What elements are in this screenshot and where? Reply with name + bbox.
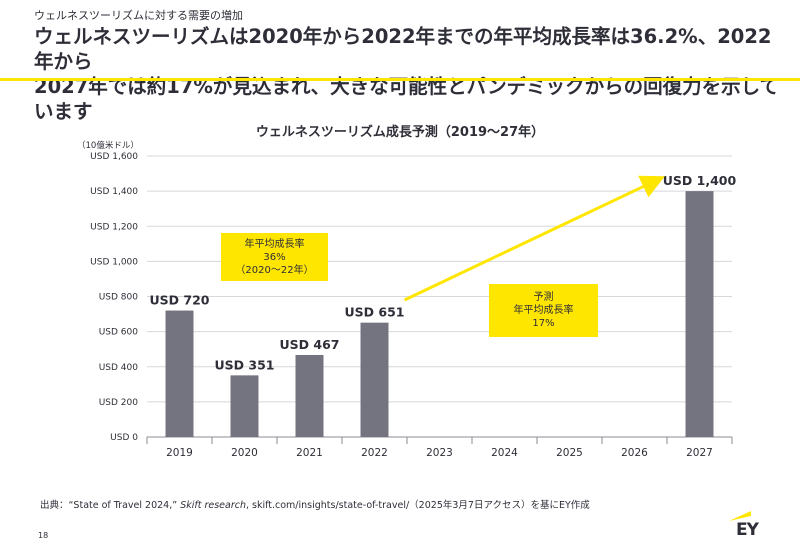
data-label: USD 351: [215, 357, 275, 372]
data-label: USD 651: [345, 305, 405, 320]
bar: [165, 310, 194, 437]
cagr-forecast-line-2: 年平均成長率: [513, 305, 574, 316]
data-label: USD 1,400: [663, 173, 737, 188]
cagr-actual-line-3: （2020～22年）: [235, 264, 314, 276]
cagr-actual-callout: 年平均成長率 36% （2020～22年）: [221, 233, 328, 281]
source-publisher: Skift research: [180, 500, 246, 511]
cagr-actual-line-1: 年平均成長率: [244, 238, 305, 250]
y-tick-label: USD 200: [99, 398, 139, 408]
x-tick-label: 2021: [296, 447, 323, 459]
cagr-forecast-line-1: 予測: [533, 292, 554, 303]
x-tick-label: 2022: [361, 447, 388, 459]
data-label: USD 720: [150, 293, 210, 308]
y-tick-label: USD 800: [99, 293, 139, 303]
x-tick-label: 2024: [491, 447, 518, 459]
cagr-forecast-line-3: 17%: [532, 318, 555, 329]
bar: [360, 322, 389, 437]
cagr-forecast-callout: 予測 年平均成長率 17%: [489, 284, 598, 337]
ey-logo: EY: [736, 520, 759, 540]
chart-title: ウェルネスツーリズム成長予測（2019～27年）: [255, 125, 545, 140]
x-tick-label: 2020: [231, 447, 258, 459]
bar: [685, 191, 714, 437]
x-tick-label: 2023: [426, 447, 453, 459]
y-axis-unit-label: （10億米ドル）: [77, 141, 139, 151]
source-title: “State of Travel 2024,”: [68, 500, 181, 511]
y-tick-label: USD 600: [99, 328, 139, 338]
source-prefix: 出典：: [40, 500, 69, 511]
ey-logo-mark: [729, 511, 751, 521]
accent-rule: [0, 78, 800, 81]
cagr-actual-line-2: 36%: [263, 251, 286, 263]
y-tick-label: USD 1,200: [90, 222, 138, 232]
source-note: 出典：“State of Travel 2024,” Skift researc…: [40, 497, 590, 511]
headline-line-1: ウェルネスツーリズムは2020年から2022年までの年平均成長率は36.2%、2…: [34, 25, 772, 73]
y-tick-label: USD 1,000: [90, 257, 138, 267]
x-tick-label: 2026: [621, 447, 648, 459]
y-tick-label: USD 1,400: [90, 187, 138, 197]
bar: [230, 375, 259, 437]
y-tick-label: USD 0: [110, 433, 138, 443]
bar: [295, 354, 324, 437]
source-rest: , skift.com/insights/state-of-travel/（20…: [245, 500, 590, 511]
x-tick-label: 2025: [556, 447, 583, 459]
section-topic: ウェルネスツーリズムに対する需要の増加: [34, 9, 243, 22]
page-number: 18: [38, 531, 49, 540]
data-label: USD 467: [280, 337, 340, 352]
x-tick-label: 2019: [166, 447, 193, 459]
y-tick-label: USD 400: [99, 363, 139, 373]
x-tick-label: 2027: [686, 447, 713, 459]
trend-arrow: [403, 175, 665, 302]
y-tick-label: USD 1,600: [90, 152, 138, 162]
